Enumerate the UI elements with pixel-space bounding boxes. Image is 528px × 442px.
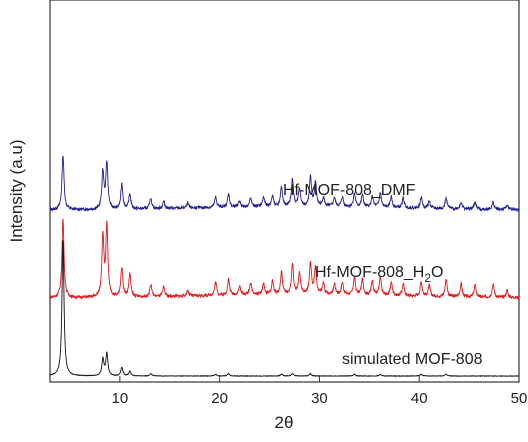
series-label-dmf: Hf-MOF-808_DMF [283,182,416,199]
x-axis-ticks: 10 20 30 40 50 [112,376,528,407]
x-tick-label: 20 [211,390,228,407]
plot-frame [49,0,520,383]
traces [49,155,520,378]
x-tick-label: 40 [411,390,428,407]
y-axis-label: Intensity (a.u) [7,140,26,243]
x-axis-label: 2θ [275,413,294,432]
trace-simulated [49,240,519,378]
trace-dmf [49,155,520,213]
x-tick-label: 10 [112,390,129,407]
x-tick-label: 50 [511,390,528,407]
trace-h2o [49,218,520,300]
series-label-h2o: Hf-MOF-808_H2O [315,264,444,285]
series-label-simulated: simulated MOF-808 [342,351,483,368]
x-tick-label: 30 [311,390,328,407]
